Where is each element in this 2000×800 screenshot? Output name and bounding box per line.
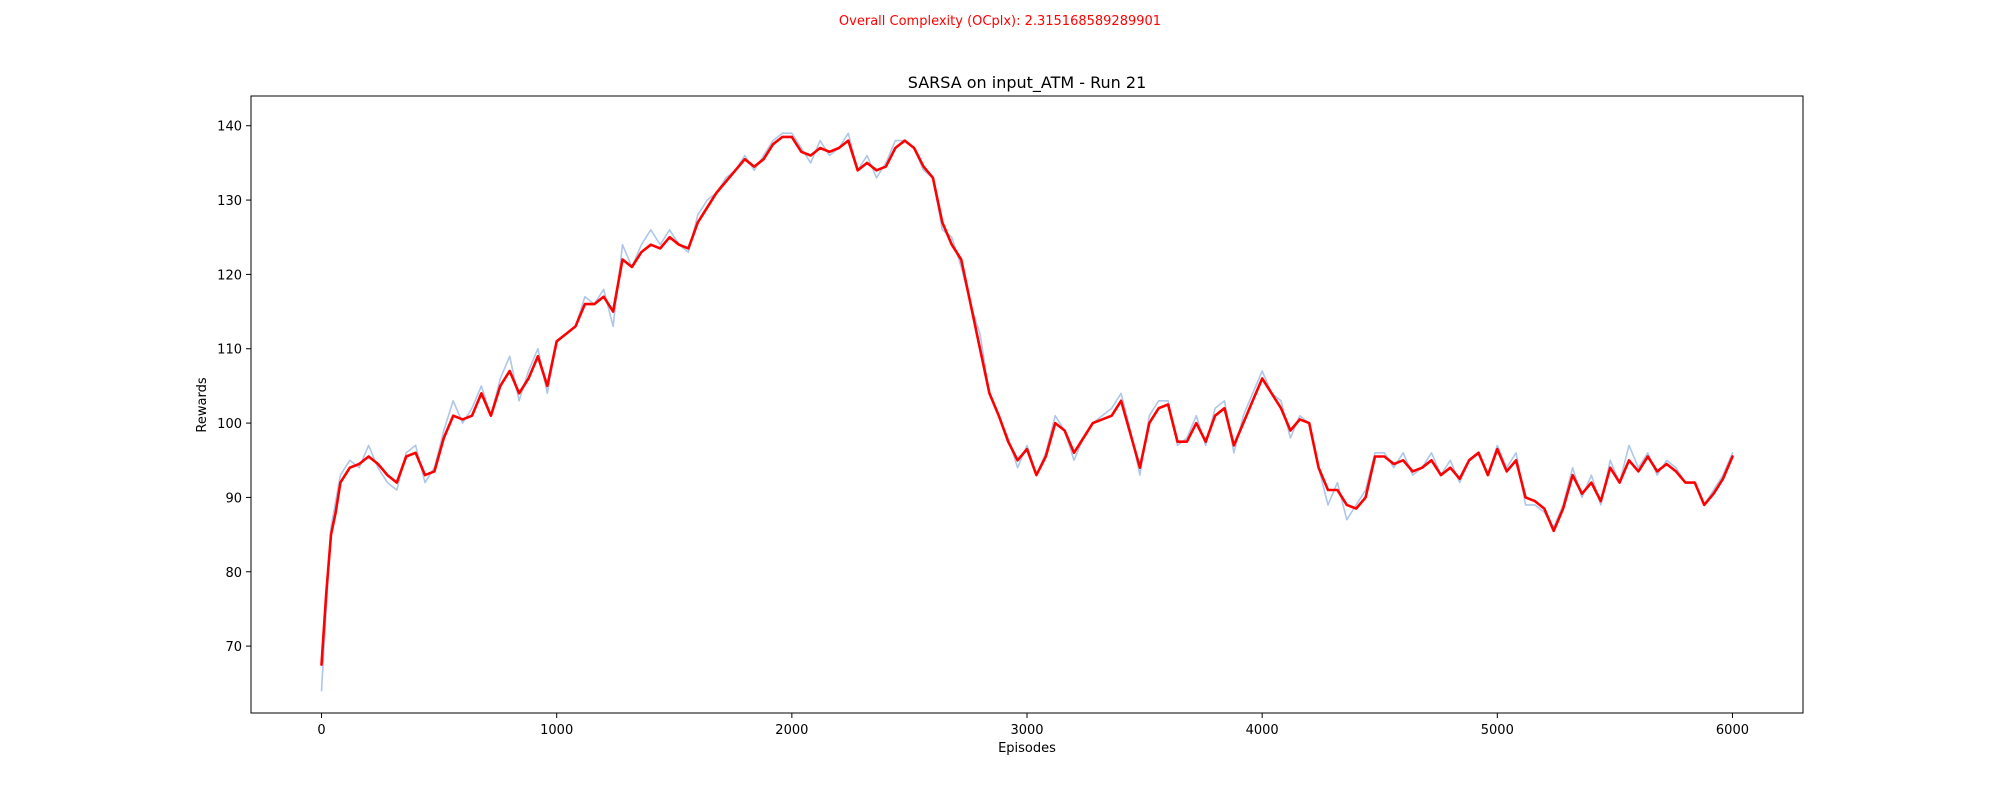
x-tick-label: 6000	[1716, 723, 1749, 738]
y-tick-label: 110	[217, 343, 242, 358]
y-tick-label: 120	[217, 268, 242, 283]
y-axis-ticks: 70 80 90 100 110 120 130 140	[217, 120, 251, 655]
x-tick-label: 5000	[1481, 723, 1514, 738]
y-tick-label: 90	[225, 491, 242, 506]
x-tick-label: 1000	[540, 723, 573, 738]
chart-title: SARSA on input_ATM - Run 21	[908, 73, 1147, 93]
smoothed-rewards-line	[320, 135, 1734, 667]
raw-rewards-line	[320, 132, 1734, 692]
x-tick-label: 4000	[1246, 723, 1279, 738]
figure-suptitle: Overall Complexity (OCplx): 2.3151685892…	[838, 14, 1162, 29]
y-tick-label: 70	[225, 640, 242, 655]
y-tick-label: 130	[217, 194, 242, 209]
x-tick-label: 0	[317, 723, 325, 738]
y-tick-label: 100	[217, 417, 242, 432]
x-tick-label: 3000	[1010, 723, 1043, 738]
y-tick-label: 80	[225, 566, 242, 581]
smoothed-rewards-layer	[320, 135, 1734, 667]
x-tick-label: 2000	[775, 723, 808, 738]
raw-rewards-layer	[320, 132, 1734, 692]
y-axis-label: Rewards	[195, 377, 210, 432]
x-axis-label: Episodes	[998, 741, 1056, 756]
y-tick-label: 140	[217, 120, 242, 135]
x-axis-ticks: 0 1000 2000 3000 4000 5000 6000	[317, 713, 1749, 738]
plot-area-frame	[250, 95, 1804, 714]
